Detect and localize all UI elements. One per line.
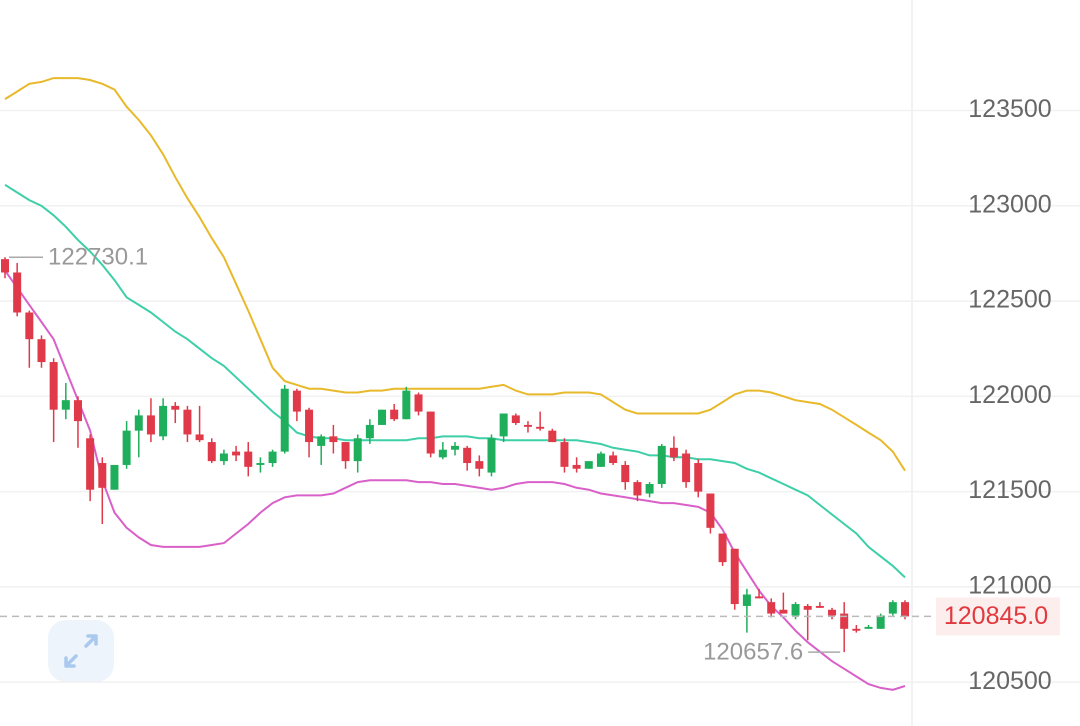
candle-body [438,449,447,458]
candle-body [122,430,131,465]
candle-body [25,312,34,340]
candle-body [828,609,837,616]
candle-body [353,438,362,462]
candle-body [779,609,788,614]
candle-body [37,339,46,363]
candle-body [596,453,605,467]
candle-body [268,451,277,464]
candle-body [499,413,508,437]
candle-body [244,451,253,467]
candle-body [426,411,435,454]
y-tick-label: 121500 [968,476,1051,504]
candle-body [742,594,751,606]
band-line [4,270,906,691]
candle-body [183,409,192,435]
candle-body [876,615,885,629]
candle-body [463,447,472,464]
candle-body [414,394,423,412]
expand-button-bg[interactable] [48,620,114,682]
candle-body [13,272,22,313]
candle-body [730,548,739,605]
candle-body [195,434,204,441]
grid [0,109,1080,683]
candle-body [232,451,241,456]
candle-body [292,390,301,412]
candle-body [523,424,532,427]
candle-body [791,604,800,616]
candle-body [305,409,314,443]
candle-body [402,390,411,420]
candle-body [61,400,70,410]
y-tick-label: 123500 [968,95,1051,123]
candle-body [219,453,228,462]
candle-body [536,426,545,429]
candle-body [682,453,691,483]
candle-body [390,409,399,420]
candle-body [451,445,459,450]
y-tick-label: 121000 [968,572,1051,600]
candle-body [669,447,678,458]
candle-body [256,463,265,465]
candle-body [159,405,168,437]
candle-body [548,430,557,443]
candle-body [767,602,776,614]
expand-icon[interactable] [64,634,98,668]
candle-body [609,455,618,464]
candle-body [852,628,861,631]
candle-body [86,438,95,490]
candle-body [49,362,58,410]
candle-body [146,415,155,435]
candle-body [572,464,581,469]
candle-body [657,445,666,484]
candle-body [110,464,119,490]
candle-body [815,605,824,608]
candle-body [475,461,484,469]
band-line [4,77,906,472]
candle-body [803,605,812,610]
candle-body [171,405,180,410]
candle-body [511,415,520,424]
last-price-box [936,597,1060,636]
y-tick-label: 122000 [968,381,1051,409]
candle-body [621,464,630,483]
y-tick-label: 123000 [968,190,1051,218]
y-tick-label: 120500 [968,667,1051,695]
candle-body [840,613,849,629]
candle-body [633,482,642,496]
candle-body [73,400,82,422]
candle-body [718,533,727,563]
candle-body [378,409,387,425]
candle-body [207,442,216,462]
candle-body [864,626,873,629]
candle-body [1,259,9,273]
candle-body [134,415,143,431]
annotation-label: 122730.1 [48,244,148,271]
expand-button[interactable] [48,620,114,682]
candle-body [341,442,350,462]
candle-body [280,388,289,452]
candle-body [365,424,374,439]
candle-body [317,436,326,446]
candle-body [706,493,715,528]
candle-body [888,602,897,614]
candle-body [755,596,764,599]
annotation-label: 120657.6 [703,638,803,665]
candle-body [645,484,654,494]
candles [1,257,909,653]
candle-body [694,463,703,492]
candle-body [901,602,909,617]
y-tick-label: 122500 [968,286,1051,314]
candle-body [329,436,338,443]
candle-body [98,463,107,488]
candle-body [560,442,569,467]
candle-body [487,438,496,473]
candle-body [584,461,593,469]
band-line [4,183,906,579]
last-price-label: 120845.0 [944,602,1048,630]
